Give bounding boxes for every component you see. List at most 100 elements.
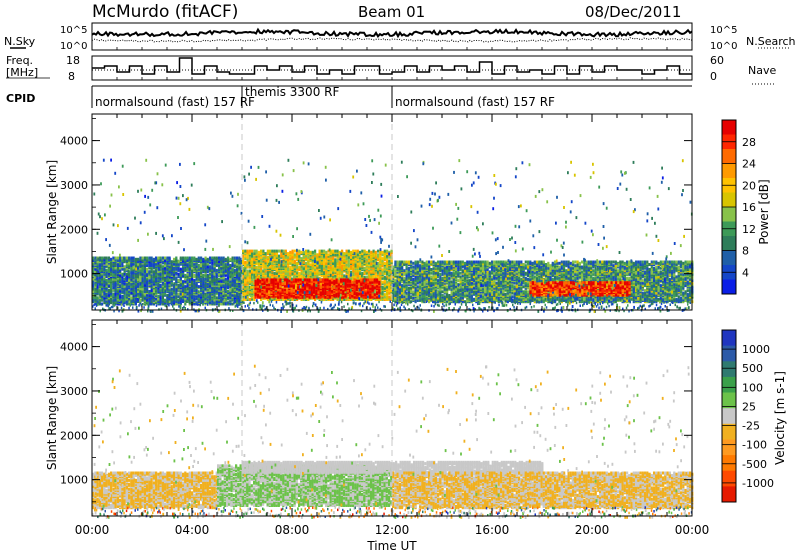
nsearch-tick-top: 10^5	[710, 25, 737, 36]
power-cell	[236, 257, 238, 260]
nsky-tick-top: 10^5	[60, 25, 87, 36]
power-cell	[209, 257, 211, 260]
power-cell	[130, 296, 132, 299]
cpid-segment-label: normalsound (fast) 157 RF	[395, 95, 555, 109]
freq-panel-frame	[92, 56, 692, 80]
power-cell	[193, 257, 195, 260]
power-cell	[229, 264, 231, 267]
power-cell	[164, 257, 166, 260]
power-cell	[144, 257, 146, 260]
power-cell	[126, 273, 128, 276]
power-cell	[175, 257, 177, 260]
nsky-trace	[92, 30, 692, 37]
nave-tick-bottom: 0	[710, 70, 717, 83]
power-cell	[211, 257, 213, 260]
power-cell	[133, 257, 135, 260]
nsky-label: N.Sky	[4, 35, 36, 48]
power-cell	[160, 257, 162, 260]
power-cell	[244, 261, 246, 264]
power-cell	[162, 265, 164, 268]
power-cell	[232, 257, 234, 260]
power-cell	[173, 258, 175, 261]
power-cell	[178, 273, 180, 276]
power-cell	[128, 257, 130, 260]
nave-label: Nave	[748, 64, 776, 77]
power-cell	[249, 298, 251, 301]
power-cell	[148, 257, 150, 260]
power-cell	[198, 257, 200, 260]
nsearch-label: N.Search	[746, 35, 796, 48]
power-cell	[142, 257, 144, 260]
power-cell	[229, 258, 231, 261]
nsky-tick-bottom: 10^0	[60, 41, 87, 52]
power-cell	[130, 257, 132, 260]
power-cell	[182, 257, 184, 260]
power-cell	[117, 257, 119, 260]
cpid-segment-label: normalsound (fast) 157 RF	[95, 95, 255, 109]
power-cell	[135, 258, 137, 261]
power-cell	[148, 290, 150, 293]
beam-title: Beam 01	[358, 3, 425, 21]
power-cell	[110, 258, 112, 261]
power-cell	[207, 258, 209, 261]
power-cell	[182, 280, 184, 283]
power-cell	[234, 269, 236, 272]
power-cell	[225, 258, 227, 261]
freq-trace	[92, 58, 692, 74]
power-cell	[209, 265, 211, 268]
power-cell	[247, 250, 249, 253]
power-cell	[94, 257, 96, 260]
power-cell	[178, 284, 180, 287]
power-cell	[108, 257, 110, 260]
power-cell	[216, 296, 218, 299]
power-cell	[126, 257, 128, 260]
power-cell	[196, 258, 198, 261]
power-cell	[193, 279, 195, 282]
power-cell	[225, 278, 227, 281]
power-cell	[216, 257, 218, 260]
power-panel	[92, 114, 693, 313]
power-cell	[164, 299, 166, 302]
power-cell	[198, 285, 200, 288]
power-cell	[106, 269, 108, 272]
power-cell	[251, 250, 253, 253]
power-cell	[175, 276, 177, 279]
power-cell	[121, 273, 123, 276]
power-cell	[214, 257, 216, 260]
power-cell	[223, 257, 225, 260]
power-cell	[200, 257, 202, 260]
power-cell	[157, 257, 159, 260]
power-cell	[166, 294, 168, 297]
cpid-label: CPID	[6, 92, 35, 105]
power-cell	[180, 257, 182, 260]
power-cell	[234, 257, 236, 260]
power-cell	[178, 293, 180, 296]
power-cell	[108, 289, 110, 292]
power-cell	[171, 260, 173, 263]
power-cell	[155, 257, 157, 260]
power-cell	[249, 250, 251, 253]
power-cell	[198, 264, 200, 267]
power-cell	[146, 257, 148, 260]
power-cell	[227, 290, 229, 293]
power-cell	[218, 278, 220, 281]
power-cell	[180, 268, 182, 271]
power-cell	[157, 295, 159, 298]
power-cell	[227, 257, 229, 260]
power-cell	[112, 257, 114, 260]
power-cell	[151, 257, 153, 260]
power-cell	[112, 293, 114, 296]
power-cell	[169, 257, 171, 260]
power-cell	[184, 285, 186, 288]
power-cell	[244, 250, 246, 253]
power-cell	[97, 296, 99, 299]
power-cell	[106, 257, 108, 260]
power-cell	[153, 270, 155, 273]
power-cell	[249, 270, 251, 273]
power-cell	[153, 258, 155, 261]
power-cell	[148, 270, 150, 273]
power-cell	[193, 274, 195, 277]
power-cell	[184, 274, 186, 277]
power-cell	[162, 257, 164, 260]
